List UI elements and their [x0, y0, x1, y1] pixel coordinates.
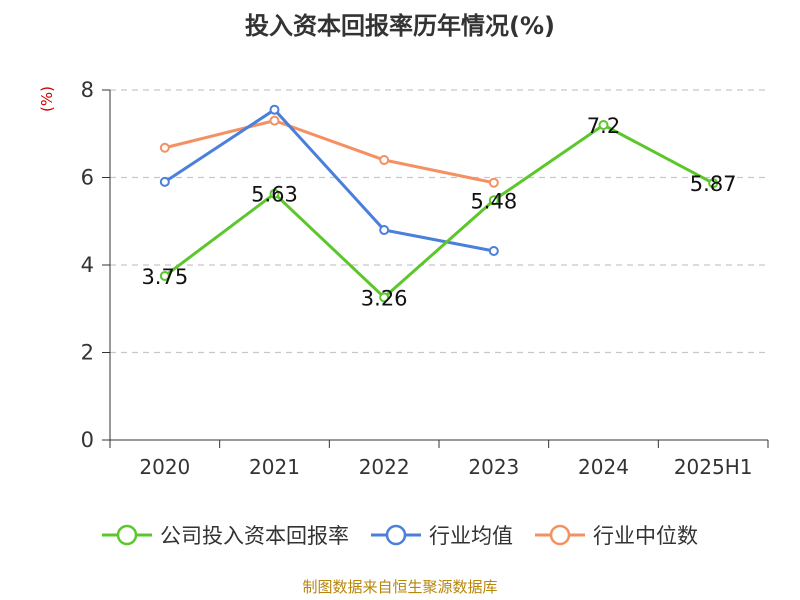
x-tick-label: 2022	[359, 455, 410, 479]
chart-legend: 公司投入资本回报率 行业均值 行业中位数	[0, 520, 800, 550]
y-tick-label: 4	[81, 253, 94, 277]
data-point-industry-median	[379, 155, 390, 165]
legend-item-industry-median[interactable]: 行业中位数	[535, 520, 698, 550]
x-tick-label: 2024	[578, 455, 629, 479]
data-point-company	[379, 292, 390, 303]
x-tick-label: 2023	[468, 455, 519, 479]
data-label-company: 5.48	[470, 189, 517, 213]
series-line-industry-avg	[164, 108, 495, 253]
data-label-company: 5.63	[251, 183, 298, 207]
y-tick-label: 2	[81, 341, 94, 365]
data-point-industry-avg	[379, 225, 390, 235]
legend-item-industry-avg[interactable]: 行业均值	[371, 520, 513, 550]
data-label-company: 3.75	[141, 265, 188, 289]
data-label-company: 7.2	[587, 114, 620, 138]
legend-marker-industry-median	[535, 524, 585, 546]
data-label-company: 5.87	[690, 172, 737, 196]
y-tick-label: 6	[81, 166, 94, 190]
data-point-industry-avg	[269, 104, 280, 115]
legend-marker-industry-avg	[371, 524, 421, 546]
x-tick-label: 2021	[249, 455, 300, 479]
legend-marker-company	[102, 524, 152, 546]
data-label-company: 3.26	[361, 286, 408, 310]
legend-label-company: 公司投入资本回报率	[160, 524, 349, 548]
chart-title: 投入资本回报率历年情况(%)	[245, 12, 555, 40]
y-tick-label: 0	[81, 428, 94, 452]
data-point-company	[269, 188, 280, 199]
legend-label-industry-avg: 行业均值	[429, 524, 513, 548]
legend-item-company[interactable]: 公司投入资本回报率	[102, 520, 349, 550]
data-point-industry-avg	[488, 246, 499, 256]
data-point-company	[159, 270, 170, 281]
data-point-company	[488, 195, 499, 206]
legend-circle	[549, 524, 571, 546]
data-point-industry-median	[159, 142, 170, 153]
legend-circle	[116, 524, 138, 546]
series-line-company	[163, 123, 714, 299]
data-point-company	[598, 120, 609, 130]
data-point-industry-median	[269, 115, 280, 126]
legend-label-industry-median: 行业中位数	[593, 524, 698, 548]
data-point-industry-median	[488, 177, 499, 188]
y-tick-label: 8	[81, 78, 94, 102]
x-tick-label: 2020	[139, 455, 190, 479]
series-line-industry-median	[164, 119, 495, 185]
data-source-note: 制图数据来自恒生聚源数据库	[302, 578, 498, 596]
data-point-company	[708, 178, 719, 189]
x-tick-label: 2025H1	[674, 455, 753, 479]
data-point-industry-avg	[159, 176, 170, 187]
legend-circle	[385, 524, 407, 546]
